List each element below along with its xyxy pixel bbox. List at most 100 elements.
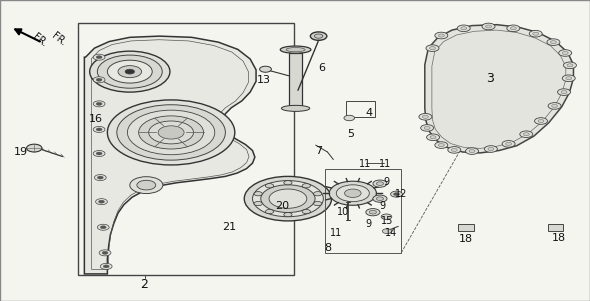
Circle shape [302,184,310,188]
Circle shape [438,144,444,147]
Circle shape [507,25,520,32]
Circle shape [96,102,102,105]
Circle shape [118,66,142,78]
Bar [78,23,294,275]
Circle shape [366,209,380,216]
Circle shape [93,150,105,157]
Text: FR.: FR. [50,31,68,48]
Circle shape [117,105,225,160]
Text: 3: 3 [486,72,494,85]
Circle shape [438,34,444,37]
Circle shape [266,209,274,214]
Circle shape [461,27,467,30]
Circle shape [158,126,184,139]
Circle shape [373,180,387,187]
Bar [346,101,375,117]
Circle shape [547,39,560,45]
Circle shape [125,69,135,74]
Text: 18: 18 [459,234,473,244]
Text: 21: 21 [222,222,236,232]
Circle shape [486,25,491,28]
Circle shape [269,189,307,208]
Text: 7: 7 [315,145,322,156]
Circle shape [566,77,572,80]
Circle shape [97,55,162,88]
Circle shape [523,133,529,136]
Circle shape [266,184,274,188]
Circle shape [253,181,323,217]
Circle shape [314,34,323,38]
Circle shape [502,141,515,147]
Circle shape [90,51,170,92]
Circle shape [520,131,533,138]
Circle shape [94,175,106,181]
Circle shape [99,200,104,203]
Text: 11: 11 [330,228,342,238]
Circle shape [421,125,434,131]
Circle shape [102,251,108,254]
Circle shape [329,181,376,205]
Circle shape [558,89,571,95]
Circle shape [310,32,327,40]
Circle shape [394,193,399,196]
Text: 18: 18 [552,233,566,243]
Circle shape [93,101,105,107]
Circle shape [302,209,310,214]
Circle shape [137,180,156,190]
Circle shape [369,210,376,214]
Circle shape [548,103,561,109]
Bar [324,169,401,253]
Text: 13: 13 [257,75,271,85]
Circle shape [93,126,105,132]
Circle shape [344,115,355,121]
Text: 9: 9 [379,201,385,211]
Circle shape [426,45,439,51]
Circle shape [149,121,194,144]
Circle shape [313,201,322,206]
Circle shape [435,32,448,39]
Circle shape [100,263,112,269]
Circle shape [99,250,111,256]
Bar [548,224,563,231]
Circle shape [127,110,215,155]
Circle shape [97,176,103,179]
Circle shape [139,116,204,149]
Circle shape [93,54,105,60]
Text: 11: 11 [379,159,391,169]
Circle shape [27,144,42,152]
Text: 15: 15 [381,216,393,226]
Circle shape [457,25,470,32]
Circle shape [130,177,163,194]
Circle shape [427,134,440,141]
Circle shape [422,115,428,118]
Circle shape [261,185,315,213]
Circle shape [550,41,556,44]
Circle shape [244,176,332,221]
Polygon shape [84,36,256,274]
Circle shape [376,197,384,200]
Circle shape [535,118,548,124]
Circle shape [284,213,292,217]
Circle shape [260,66,271,72]
Text: 20: 20 [275,201,289,211]
Circle shape [430,136,436,139]
Circle shape [254,192,263,196]
Ellipse shape [281,105,310,111]
Circle shape [488,147,494,150]
Circle shape [510,27,516,30]
Bar [289,53,302,108]
Text: 8: 8 [324,243,331,253]
Circle shape [562,51,568,54]
Circle shape [96,128,102,131]
Circle shape [419,113,432,120]
Circle shape [559,50,572,56]
Circle shape [538,119,544,123]
Circle shape [430,47,435,50]
Text: 12: 12 [395,189,407,199]
Circle shape [529,30,542,37]
Text: 4: 4 [365,108,372,118]
Circle shape [103,265,109,268]
Circle shape [466,148,478,154]
Circle shape [381,214,392,219]
Text: 11: 11 [359,159,371,169]
